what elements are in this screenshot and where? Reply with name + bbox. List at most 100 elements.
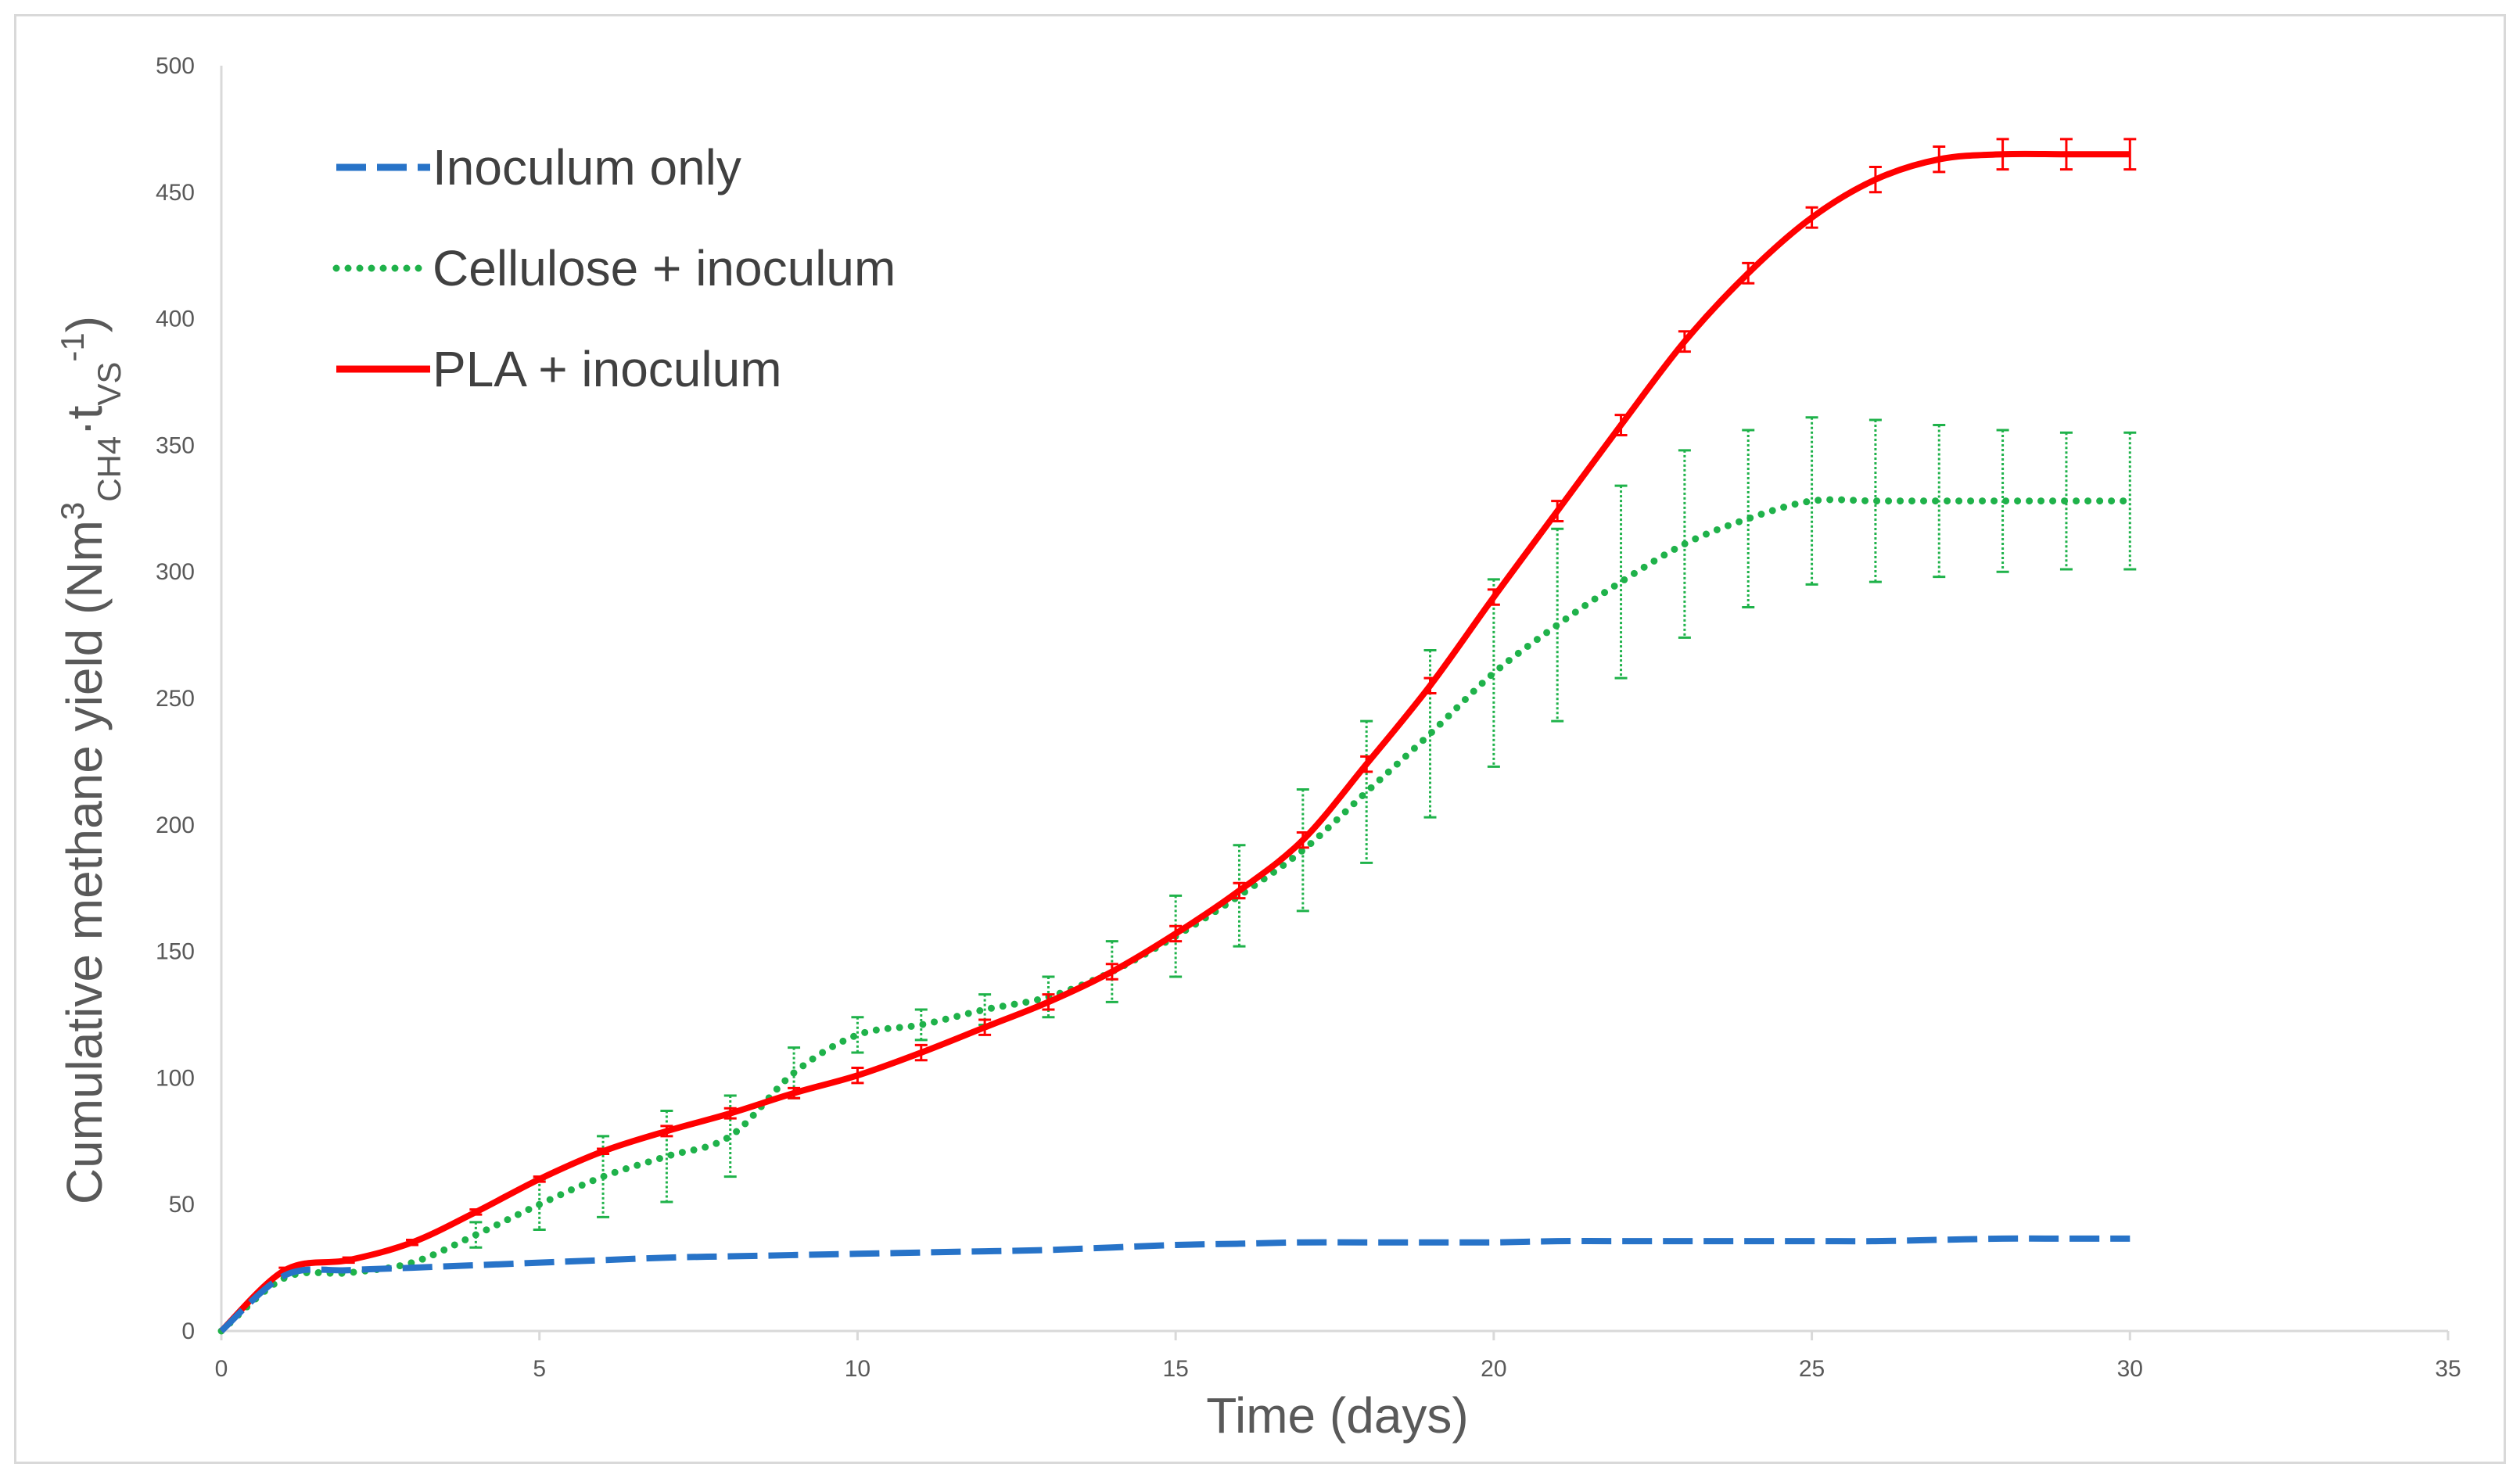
data-point-cellulose-inoculum-18	[1363, 789, 1369, 795]
data-point-cellulose-inoculum-7	[663, 1153, 669, 1160]
legend-label-cellulose-inoculum: Cellulose + inoculum	[433, 240, 896, 296]
series-line-inoculum-only	[219, 1235, 2131, 1334]
data-point-pla-inoculum-12	[982, 1024, 988, 1031]
data-point-pla-inoculum-10	[854, 1072, 860, 1078]
data-point-pla-inoculum-27	[1936, 156, 1942, 163]
data-point-pla-inoculum-20	[1491, 594, 1497, 601]
y-axis-title-sub2: VS	[91, 362, 127, 406]
y-tick-label-250: 250	[156, 686, 195, 712]
error-bar-cellulose-inoculum-22	[1614, 484, 1628, 680]
y-tick-label-300: 300	[156, 559, 195, 585]
error-bar-cellulose-inoculum-25	[1805, 416, 1818, 586]
data-point-pla-inoculum-28	[2000, 151, 2006, 157]
data-point-inoculum-only-30	[2127, 1236, 2133, 1242]
x-tick-label-15: 15	[1162, 1356, 1188, 1382]
data-point-pla-inoculum-8	[727, 1110, 734, 1117]
data-point-cellulose-inoculum-27	[1936, 498, 1942, 504]
legend-item-inoculum-only[interactable]: Inoculum only	[336, 139, 741, 196]
data-point-cellulose-inoculum-9	[791, 1070, 797, 1076]
data-point-cellulose-inoculum-30	[2127, 498, 2133, 504]
y-axis-title: Cumulative methane yield (Nm3CH4·tVS-1)	[54, 316, 127, 1204]
data-point-cellulose-inoculum-23	[1682, 541, 1688, 547]
y-tick-label-400: 400	[156, 307, 195, 332]
series-pla-inoculum	[219, 138, 2137, 1333]
error-bar-cellulose-inoculum-23	[1678, 449, 1691, 639]
data-point-cellulose-inoculum-25	[1809, 498, 1815, 504]
data-point-pla-inoculum-16	[1236, 888, 1242, 894]
y-tick-label-500: 500	[156, 53, 195, 79]
series-inoculum-only	[219, 1235, 2133, 1334]
y-axis-title-sup1: 3	[54, 502, 91, 520]
error-bar-cellulose-inoculum-27	[1933, 424, 1946, 579]
data-point-inoculum-only-23	[1682, 1238, 1688, 1244]
data-point-inoculum-only-19	[1427, 1239, 1434, 1246]
legend-label-pla-inoculum: PLA + inoculum	[433, 341, 782, 397]
legend-item-pla-inoculum[interactable]: PLA + inoculum	[336, 341, 782, 397]
x-tick-label-5: 5	[533, 1356, 546, 1382]
data-point-cellulose-inoculum-20	[1491, 670, 1497, 676]
data-point-cellulose-inoculum-12	[982, 1006, 988, 1013]
data-point-pla-inoculum-25	[1809, 214, 1815, 221]
error-bar-cellulose-inoculum-30	[2123, 431, 2137, 571]
legend: Inoculum only Cellulose + inoculum PLA +…	[332, 139, 896, 397]
y-tick-label-150: 150	[156, 939, 195, 965]
data-point-pla-inoculum-18	[1363, 761, 1369, 767]
x-tick-label-10: 10	[845, 1356, 871, 1382]
data-point-pla-inoculum-29	[2063, 151, 2069, 157]
data-point-inoculum-only-28	[2000, 1236, 2006, 1242]
data-point-pla-inoculum-26	[1872, 177, 1879, 183]
y-tick-label-100: 100	[156, 1065, 195, 1091]
data-point-inoculum-only-12	[982, 1248, 988, 1254]
y-tick-label-50: 50	[169, 1192, 195, 1218]
legend-label-inoculum-only: Inoculum only	[433, 139, 741, 196]
data-point-cellulose-inoculum-24	[1745, 515, 1751, 522]
data-point-inoculum-only-9	[791, 1252, 797, 1258]
data-point-inoculum-only-7	[663, 1254, 669, 1261]
data-point-inoculum-only-13	[1045, 1247, 1051, 1253]
data-point-pla-inoculum-17	[1300, 837, 1306, 843]
data-point-cellulose-inoculum-8	[727, 1133, 734, 1139]
error-bar-cellulose-inoculum-10	[851, 1016, 864, 1054]
chart-frame	[14, 14, 2506, 1464]
y-axis-ticks: 0 50 100 150 200 250 300 350 400 450 500	[156, 53, 195, 1344]
data-point-cellulose-inoculum-4	[472, 1232, 479, 1238]
data-point-pla-inoculum-30	[2127, 151, 2133, 157]
data-point-pla-inoculum-5	[537, 1176, 543, 1182]
data-point-pla-inoculum-23	[1682, 339, 1688, 345]
legend-item-cellulose-inoculum[interactable]: Cellulose + inoculum	[332, 240, 896, 296]
data-point-cellulose-inoculum-10	[854, 1031, 860, 1038]
data-point-inoculum-only-26	[1872, 1238, 1879, 1244]
data-point-pla-inoculum-3	[409, 1239, 415, 1246]
y-tick-label-350: 350	[156, 432, 195, 458]
data-point-pla-inoculum-24	[1745, 270, 1751, 276]
data-point-inoculum-only-17	[1300, 1239, 1306, 1246]
error-bar-cellulose-inoculum-4	[469, 1221, 483, 1249]
data-point-inoculum-only-15	[1172, 1242, 1179, 1248]
data-point-inoculum-only-16	[1236, 1240, 1242, 1247]
data-point-cellulose-inoculum-21	[1554, 622, 1560, 628]
data-point-cellulose-inoculum-28	[2000, 498, 2006, 504]
data-point-cellulose-inoculum-6	[600, 1174, 606, 1180]
y-axis-title-close: )	[56, 316, 113, 332]
data-point-cellulose-inoculum-11	[918, 1021, 924, 1028]
data-point-pla-inoculum-4	[472, 1209, 479, 1215]
y-axis-title-main: Cumulative methane yield (Nm	[56, 520, 113, 1204]
y-axis-title-dot: ·t	[56, 405, 113, 436]
data-point-inoculum-only-3	[409, 1265, 415, 1271]
series-line-cellulose-inoculum	[217, 496, 2134, 1335]
error-bar-cellulose-inoculum-18	[1360, 719, 1373, 864]
error-bar-cellulose-inoculum-8	[723, 1094, 737, 1178]
data-point-pla-inoculum-9	[791, 1090, 797, 1096]
error-bar-cellulose-inoculum-15	[1169, 894, 1183, 978]
data-point-inoculum-only-14	[1109, 1244, 1115, 1250]
data-point-pla-inoculum-14	[1109, 968, 1115, 974]
x-tick-label-30: 30	[2117, 1356, 2143, 1382]
data-point-inoculum-only-20	[1491, 1239, 1497, 1246]
data-point-pla-inoculum-7	[663, 1128, 669, 1134]
error-bar-cellulose-inoculum-24	[1742, 429, 1755, 609]
data-point-cellulose-inoculum-29	[2063, 498, 2069, 504]
data-point-inoculum-only-18	[1363, 1239, 1369, 1246]
data-point-pla-inoculum-13	[1045, 999, 1051, 1005]
x-tick-label-0: 0	[215, 1356, 228, 1382]
data-point-inoculum-only-29	[2063, 1236, 2069, 1242]
